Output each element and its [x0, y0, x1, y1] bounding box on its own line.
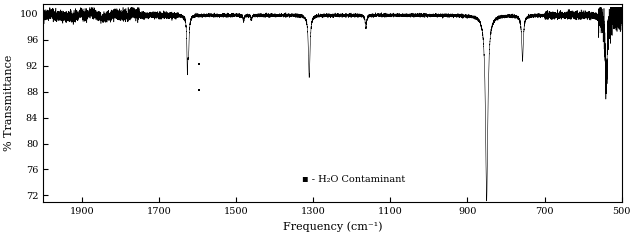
Y-axis label: % Transmittance: % Transmittance: [4, 55, 14, 151]
Text: ▪ - H₂O Contaminant: ▪ - H₂O Contaminant: [302, 175, 404, 184]
X-axis label: Frequency (cm⁻¹): Frequency (cm⁻¹): [283, 221, 382, 232]
